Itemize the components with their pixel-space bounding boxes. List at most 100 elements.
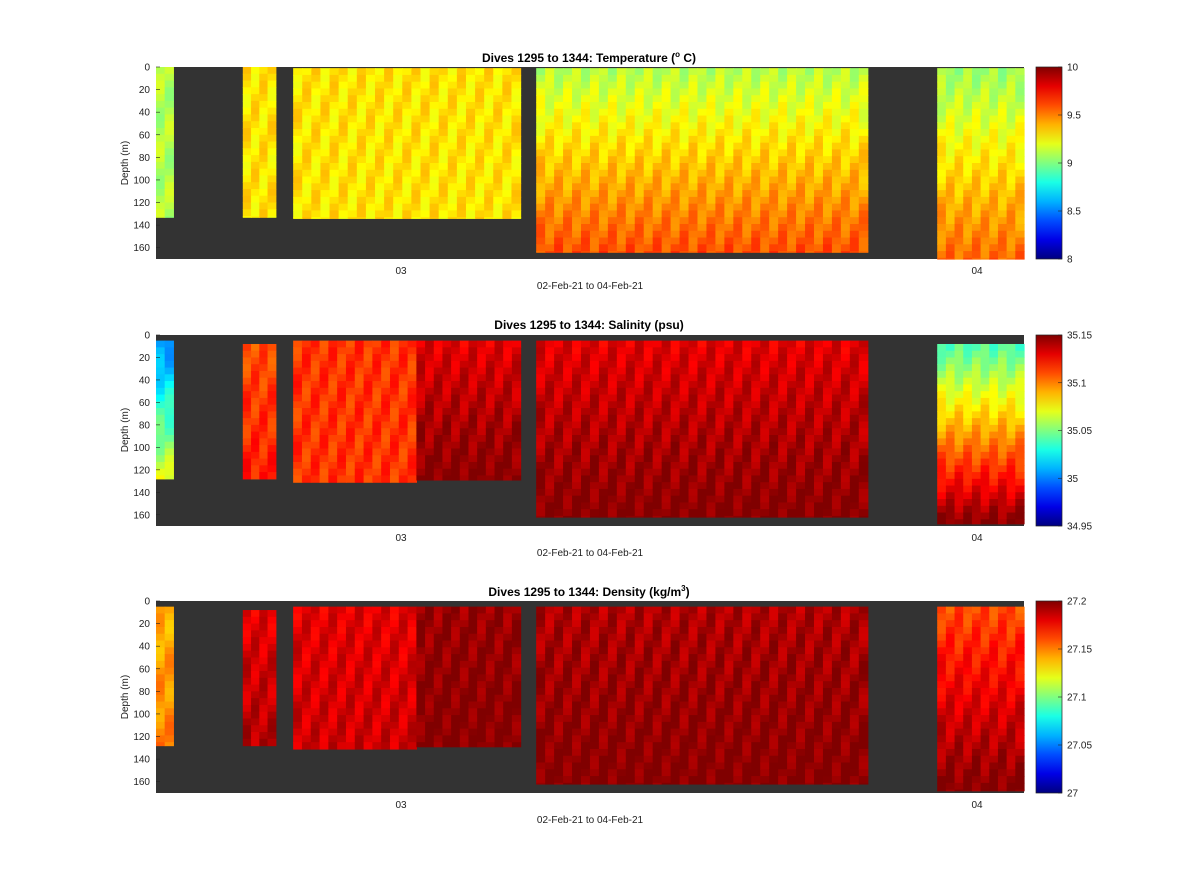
heatmap-cell	[511, 434, 522, 443]
heatmap-cell	[625, 455, 636, 463]
heatmap-cell	[393, 142, 403, 151]
heatmap-cell	[447, 190, 458, 198]
heatmap-cell	[242, 175, 252, 183]
heatmap-cell	[607, 237, 618, 245]
heatmap-cell	[616, 748, 627, 757]
heatmap-cell	[760, 210, 770, 218]
heatmap-cell	[572, 190, 582, 198]
heatmap-cell	[858, 515, 869, 518]
heatmap-cell	[328, 374, 338, 382]
heatmap-cell	[381, 613, 391, 621]
heatmap-cell	[742, 387, 752, 396]
heatmap-cell	[688, 354, 699, 362]
heatmap-cell	[554, 441, 564, 450]
heatmap-cell	[937, 81, 947, 90]
heatmap-cell	[1006, 217, 1016, 225]
heatmap-cell	[545, 251, 555, 253]
heatmap-cell	[706, 408, 717, 416]
heatmap-cell	[963, 102, 973, 110]
heatmap-cell	[989, 343, 999, 352]
heatmap-cell	[1006, 223, 1016, 232]
heatmap-cell	[398, 441, 409, 450]
heatmap-cell	[840, 428, 851, 436]
heatmap-cell	[156, 687, 166, 696]
heatmap-cell	[733, 401, 743, 409]
heatmap-cell	[311, 81, 322, 90]
heatmap-cell	[616, 163, 627, 171]
heatmap-cell	[164, 216, 174, 218]
heatmap-cell	[1006, 102, 1016, 110]
heatmap-cell	[502, 217, 513, 219]
heatmap-cell	[267, 100, 277, 109]
heatmap-cell	[796, 163, 806, 171]
heatmap-cell	[503, 421, 513, 429]
heatmap-cell	[310, 633, 321, 642]
heatmap-cell	[416, 667, 426, 676]
heatmap-cell	[485, 735, 496, 743]
heatmap-cell	[963, 196, 973, 205]
heatmap-cell	[451, 448, 461, 456]
heatmap-cell	[643, 448, 654, 456]
heatmap-cell	[589, 108, 600, 117]
heatmap-cell	[706, 237, 717, 245]
heatmap-cell	[310, 448, 321, 456]
heatmap-cell	[607, 135, 618, 144]
heatmap-cell	[805, 475, 815, 483]
heatmap-cell	[963, 237, 973, 245]
heatmap-cell	[706, 115, 717, 123]
heatmap-cell	[302, 183, 312, 191]
heatmap-cell	[563, 340, 573, 348]
heatmap-cell	[625, 88, 636, 96]
heatmap-cell	[345, 340, 356, 348]
heatmap-cell	[634, 441, 645, 450]
heatmap-cell	[389, 721, 400, 730]
heatmap-cell	[634, 347, 645, 355]
heatmap-cell	[954, 230, 964, 239]
heatmap-cell	[354, 421, 365, 429]
heatmap-cell	[242, 94, 252, 102]
heatmap-cell	[354, 401, 365, 409]
heatmap-cell	[589, 244, 600, 252]
heatmap-cell	[338, 169, 349, 178]
heatmap-cell	[937, 257, 947, 260]
heatmap-cell	[634, 515, 645, 518]
heatmap-cell	[302, 74, 312, 83]
heatmap-cell	[302, 203, 312, 212]
heatmap-cell	[1006, 384, 1016, 392]
heatmap-cell	[447, 81, 458, 90]
heatmap-cell	[425, 468, 435, 477]
heatmap-cell	[1015, 512, 1025, 520]
heatmap-cell	[840, 81, 851, 90]
heatmap-cell	[545, 681, 555, 689]
heatmap-cell	[954, 424, 964, 433]
heatmap-cell	[259, 738, 269, 747]
heatmap-cell	[715, 196, 725, 205]
heatmap-cell	[459, 455, 470, 463]
heatmap-cell	[769, 354, 779, 362]
heatmap-cell	[381, 701, 391, 709]
heatmap-cell	[697, 163, 708, 171]
heatmap-cell	[572, 244, 582, 252]
heatmap-cell	[787, 448, 797, 456]
heatmap-cell	[156, 441, 166, 450]
heatmap-cell	[511, 387, 522, 396]
heatmap-cell	[652, 475, 663, 483]
heatmap-cell	[805, 203, 815, 212]
heatmap-cell	[347, 176, 358, 184]
heatmap-cell	[945, 217, 956, 225]
heatmap-cell	[634, 408, 645, 416]
heatmap-cell	[354, 681, 365, 689]
heatmap-cell	[937, 102, 947, 110]
heatmap-cell	[589, 742, 600, 750]
heatmap-cell	[164, 715, 174, 723]
heatmap-cell	[345, 687, 356, 696]
heatmap-cell	[477, 687, 487, 696]
heatmap-cell	[670, 414, 681, 423]
heatmap-cell	[164, 728, 174, 736]
heatmap-cell	[989, 364, 999, 372]
heatmap-cell	[989, 485, 999, 493]
heatmap-cell	[267, 637, 277, 645]
heatmap-cell	[971, 445, 982, 453]
heatmap-cell	[398, 455, 409, 463]
heatmap-cell	[493, 169, 503, 178]
